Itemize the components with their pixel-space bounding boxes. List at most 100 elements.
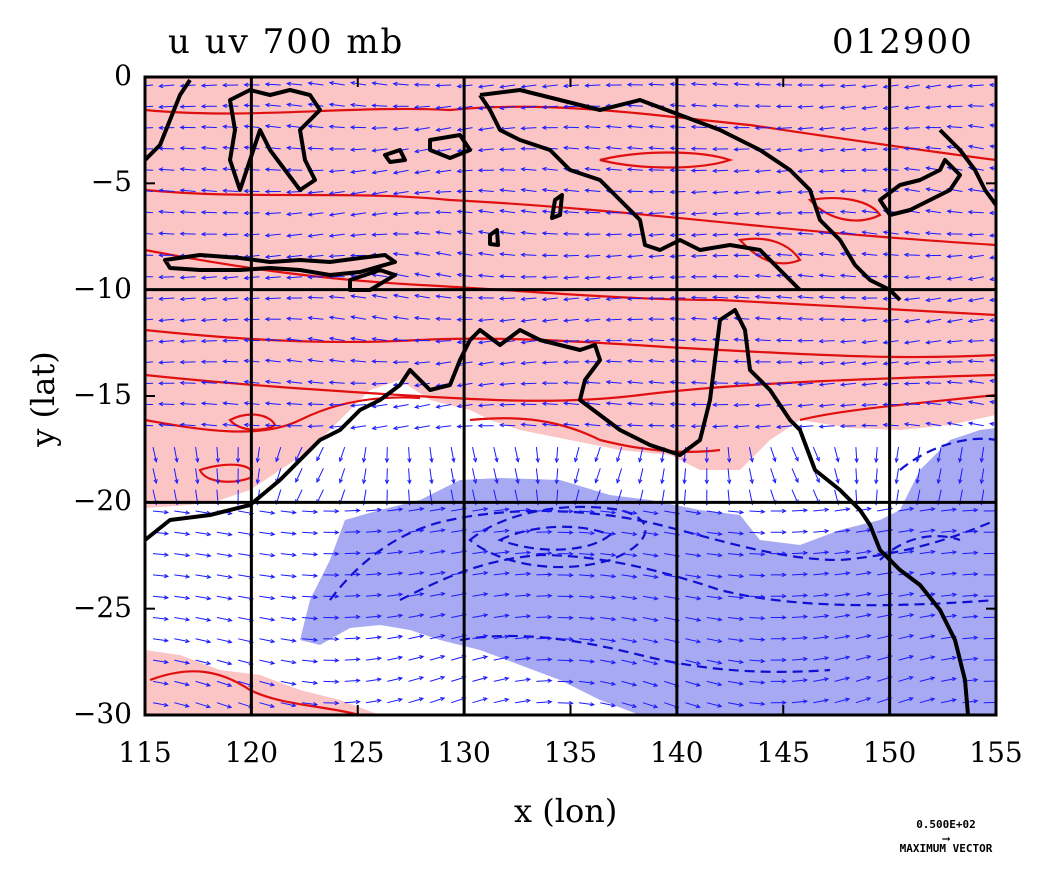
wind-vector-head: [138, 126, 142, 129]
wind-vector-head: [227, 726, 231, 729]
x-tick-label: 155: [956, 736, 1036, 769]
wind-vector: [345, 617, 360, 618]
wind-vector-head: [138, 168, 142, 171]
wind-vector-head: [1016, 659, 1020, 662]
wind-vector: [308, 426, 323, 427]
wind-vector: [835, 720, 850, 724]
wind-vector: [962, 722, 977, 724]
wind-vector: [841, 170, 856, 171]
y-tick-label: 0: [40, 59, 132, 92]
wind-vector: [734, 234, 749, 235]
x-tick-label: 150: [850, 736, 930, 769]
wind-vector: [643, 724, 657, 729]
x-tick-label: 120: [211, 736, 291, 769]
wind-vector-head: [909, 719, 913, 722]
wind-vector: [223, 234, 238, 235]
x-tick-label: 135: [531, 736, 611, 769]
reference-vector-value: 0.500E+02: [916, 818, 976, 831]
wind-vector: [202, 341, 217, 342]
wind-vector: [202, 212, 217, 213]
y-tick-label: −5: [40, 165, 132, 198]
wind-vector: [521, 383, 536, 384]
wind-vector-head: [164, 724, 168, 727]
wind-vector-head: [483, 719, 487, 722]
wind-vector-head: [138, 382, 142, 385]
wind-vector: [266, 425, 281, 426]
wind-vector-head: [419, 719, 423, 722]
wind-vector: [515, 722, 530, 724]
wind-vector-head: [1016, 552, 1020, 555]
wind-vector: [238, 724, 252, 728]
wind-vector: [628, 340, 643, 341]
wind-vector: [820, 212, 835, 213]
wind-vector: [905, 277, 920, 278]
wind-vector: [153, 724, 168, 727]
wind-vector: [536, 723, 551, 724]
wind-vector-head: [505, 720, 509, 723]
wind-vector-head: [717, 725, 721, 728]
wind-vector: [664, 724, 678, 729]
wind-vector: [308, 148, 323, 149]
wind-vector-head: [590, 724, 594, 727]
wind-vector: [174, 724, 189, 728]
wind-vector: [202, 127, 217, 128]
wind-vector: [1005, 575, 1020, 576]
wind-vector-head: [138, 105, 142, 108]
wind-vector: [500, 149, 515, 150]
x-tick-label: 125: [318, 736, 398, 769]
wind-vector: [308, 277, 323, 278]
wind-vector: [1004, 490, 1005, 505]
wind-vector: [585, 85, 600, 86]
plot-title: u uv 700 mb: [168, 22, 404, 62]
wind-vector: [308, 297, 323, 298]
wind-vector-head: [803, 721, 807, 724]
wind-vector: [707, 724, 722, 728]
wind-vector: [494, 721, 509, 724]
wind-vector: [159, 277, 174, 278]
wind-vector: [600, 724, 615, 727]
wind-vector-head: [1016, 595, 1020, 598]
wind-vector: [436, 85, 451, 86]
wind-vector-head: [462, 719, 466, 722]
wind-vector-head: [866, 719, 870, 722]
reference-vector: 0.500E+02 ⟶ MAXIMUM VECTOR: [886, 818, 1006, 856]
wind-vector-head: [952, 720, 956, 723]
wind-vector: [536, 596, 551, 597]
wind-vector: [500, 170, 515, 171]
wind-vector-head: [138, 340, 142, 343]
wind-vector-head: [1016, 702, 1020, 705]
wind-vector: [607, 319, 622, 320]
wind-vector-head: [1016, 723, 1020, 726]
wind-vector-head: [138, 210, 142, 213]
reference-vector-label: MAXIMUM VECTOR: [900, 842, 993, 855]
wind-vector: [1005, 596, 1020, 597]
wind-vector-head: [1002, 501, 1005, 505]
wind-vector: [905, 148, 920, 149]
y-tick-label: −25: [40, 591, 132, 624]
wind-vector: [1005, 681, 1020, 682]
wind-vector-head: [782, 722, 786, 725]
wind-vector: [473, 720, 487, 724]
wind-vector-head: [569, 723, 573, 726]
y-tick-label: −10: [40, 272, 132, 305]
wind-vector-head: [356, 721, 360, 724]
wind-vector: [905, 255, 920, 256]
wind-vector: [734, 276, 749, 277]
wind-vector: [813, 721, 828, 724]
wind-vector: [558, 703, 573, 704]
wind-vector-head: [138, 318, 142, 321]
wind-vector-head: [1016, 616, 1020, 619]
wind-vector: [820, 341, 835, 342]
wind-vector-head: [888, 719, 892, 722]
wind-vector: [564, 255, 579, 256]
wind-vector: [579, 724, 594, 726]
wind-vector: [728, 724, 743, 727]
wind-vector: [749, 554, 764, 555]
wind-vector: [536, 617, 551, 618]
wind-vector: [585, 341, 600, 342]
wind-vector: [372, 128, 387, 129]
wind-vector-head: [138, 147, 142, 150]
wind-vector-head: [995, 722, 999, 725]
wind-vector: [345, 574, 360, 575]
wind-vector: [1005, 724, 1020, 725]
